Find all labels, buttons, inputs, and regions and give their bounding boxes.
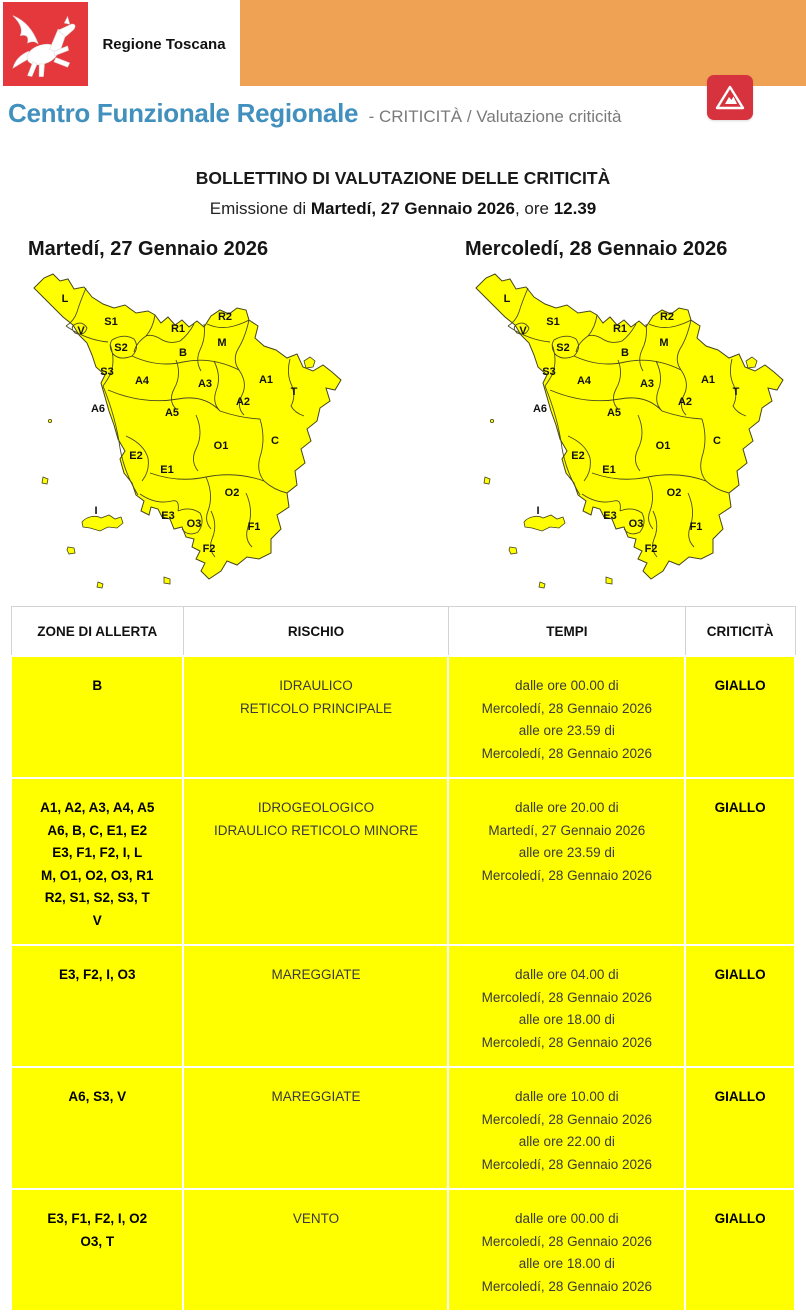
risk-cell-line: IDRAULICO — [279, 678, 353, 693]
zone-cell-line: E3, F2, I, O3 — [58, 967, 136, 982]
criticita-cell: GIALLO — [684, 1066, 796, 1190]
breadcrumb: - CRITICITÀ / Valutazione criticità — [368, 107, 622, 126]
regione-toscana-logo[interactable] — [3, 2, 88, 86]
tempi-cell-line: dalle ore 04.00 di — [515, 967, 619, 982]
emission-line: Emissione di Martedí, 27 Gennaio 2026, o… — [0, 199, 806, 219]
tempi-cell-line: dalle ore 00.00 di — [515, 1211, 619, 1226]
risk-cell: IDRAULICO RETICOLO PRINCIPALE — [182, 655, 450, 779]
column-header: TEMPI — [447, 606, 686, 657]
bulletin-title: BOLLETTINO DI VALUTAZIONE DELLE CRITICIT… — [195, 168, 611, 188]
risk-cell-line: MAREGGIATE — [271, 967, 361, 982]
header-orange-band — [240, 0, 806, 86]
tempi-cell-line: Martedí, 27 Gennaio 2026 — [488, 822, 646, 838]
bulletin-heading: BOLLETTINO DI VALUTAZIONE DELLE CRITICIT… — [0, 168, 806, 219]
tempi-cell-line: alle ore 22.00 di — [518, 1134, 615, 1149]
zone-cell-line: E3, F1, F2, I, L — [52, 845, 143, 860]
table-row: A1, A2, A3, A4, A5 A6, B, C, E1, E2 E3, F1… — [9, 777, 796, 946]
map-title-wednesday: Mercoledí, 28 Gennaio 2026 — [465, 238, 728, 260]
zone-cell: A1, A2, A3, A4, A5 A6, B, C, E1, E2 E3, F1… — [9, 777, 185, 946]
tempi-cell-line: Mercoledí, 28 Gennaio 2026 — [481, 1278, 653, 1294]
alert-table: ZONE DI ALLERTA RISCHIO TEMPI CRITICITÀ B ID… — [9, 606, 796, 1312]
tempi-cell-line: alle ore 18.00 di — [518, 1012, 615, 1027]
risk-cell-line: MAREGGIATE — [271, 1089, 361, 1104]
criticita-cell-line: GIALLO — [714, 1089, 766, 1104]
criticita-cell: GIALLO — [684, 944, 796, 1068]
map-title-tuesday: Martedí, 27 Gennaio 2026 — [28, 238, 269, 260]
zone-cell: A6, S3, V — [9, 1066, 185, 1190]
zone-cell-line: M, O1, O2, O3, R1 — [40, 867, 154, 883]
risk-cell-line: IDROGEOLOGICO — [257, 800, 375, 815]
criticita-cell: GIALLO — [684, 777, 796, 946]
zone-cell-line: E3, F1, F2, I, O2 — [47, 1211, 148, 1226]
tempi-cell: dalle ore 04.00 di Mercoledí, 28 Gennaio … — [447, 944, 687, 1068]
zone-cell-line: A1, A2, A3, A4, A5 — [40, 800, 155, 815]
tempi-cell-line: Mercoledí, 28 Gennaio 2026 — [481, 1034, 653, 1050]
tempi-cell-line: dalle ore 00.00 di — [515, 678, 619, 693]
pegasus-icon — [12, 15, 76, 77]
tempi-cell-line: Mercoledí, 28 Gennaio 2026 — [481, 745, 653, 761]
tempi-cell-line: Mercoledí, 28 Gennaio 2026 — [481, 1156, 653, 1172]
emission-date: Martedí, 27 Gennaio 2026 — [310, 199, 515, 218]
criticita-cell-line: GIALLO — [714, 967, 766, 982]
criticita-cell: GIALLO — [684, 1188, 796, 1312]
site-title-link[interactable]: Centro Funzionale Regionale — [8, 98, 359, 128]
zone-cell-line: R2, S1, S2, S3, T — [44, 890, 150, 905]
risk-cell: MAREGGIATE — [182, 944, 450, 1068]
zone-cell-line: O3, T — [80, 1233, 115, 1249]
risk-cell: MAREGGIATE — [182, 1066, 450, 1190]
table-row: E3, F2, I, O3 MAREGGIATE dalle ore 04.00 d… — [9, 944, 796, 1068]
zone-cell-line: A6, B, C, E1, E2 — [47, 822, 148, 838]
tuscany-alert-map-wednesday — [475, 273, 784, 589]
tempi-cell-line: alle ore 23.59 di — [518, 723, 615, 738]
criticita-cell: GIALLO — [684, 655, 796, 779]
logo-text: Regione Toscana — [88, 2, 240, 86]
risk-cell-line: VENTO — [292, 1211, 340, 1226]
tempi-cell: dalle ore 00.00 di Mercoledí, 28 Gennaio … — [447, 655, 687, 779]
risk-cell: VENTO — [182, 1188, 450, 1312]
tempi-cell-line: Mercoledí, 28 Gennaio 2026 — [481, 700, 653, 716]
table-row: A6, S3, V MAREGGIATE dalle ore 10.00 di Mer… — [9, 1066, 796, 1190]
emission-time: 12.39 — [553, 199, 597, 218]
criticita-cell-line: GIALLO — [714, 1211, 766, 1226]
alert-warning-button[interactable] — [707, 75, 753, 120]
zone-cell: E3, F2, I, O3 — [9, 944, 185, 1068]
warning-triangle-icon — [715, 85, 745, 110]
tempi-cell-line: Mercoledí, 28 Gennaio 2026 — [481, 1111, 653, 1127]
column-header: RISCHIO — [182, 606, 449, 657]
table-row: B IDRAULICO RETICOLO PRINCIPALE dalle ore 0… — [9, 655, 796, 779]
zone-cell-line: A6, S3, V — [68, 1089, 127, 1104]
zone-cell: B — [9, 655, 185, 779]
site-header: Regione Toscana — [0, 0, 806, 120]
risk-cell-line: RETICOLO PRINCIPALE — [239, 700, 392, 716]
column-header: ZONE DI ALLERTA — [10, 606, 184, 657]
alert-table-header-row: ZONE DI ALLERTA RISCHIO TEMPI CRITICITÀ — [10, 606, 796, 657]
title-strip: Centro Funzionale Regionale - CRITICITÀ … — [8, 98, 798, 129]
tempi-cell-line: Mercoledí, 28 Gennaio 2026 — [481, 989, 653, 1005]
zone-cell: E3, F1, F2, I, O2 O3, T — [9, 1188, 185, 1312]
criticita-cell-line: GIALLO — [714, 800, 766, 815]
tempi-cell-line: alle ore 18.00 di — [518, 1256, 615, 1271]
zone-cell-line: V — [92, 912, 102, 928]
risk-cell-line: IDRAULICO RETICOLO MINORE — [213, 822, 418, 838]
emission-separator: , ore — [514, 199, 554, 218]
tempi-cell: dalle ore 10.00 di Mercoledí, 28 Gennaio … — [447, 1066, 687, 1190]
tempi-cell-line: Mercoledí, 28 Gennaio 2026 — [481, 1233, 653, 1249]
criticita-cell-line: GIALLO — [714, 678, 766, 693]
emission-prefix: Emissione di — [209, 199, 311, 218]
tempi-cell-line: alle ore 23.59 di — [518, 845, 615, 860]
tempi-cell-line: dalle ore 10.00 di — [515, 1089, 619, 1104]
tuscany-alert-map-tuesday — [33, 273, 342, 589]
risk-cell: IDROGEOLOGICO IDRAULICO RETICOLO MINORE — [182, 777, 450, 946]
tempi-cell-line: dalle ore 20.00 di — [515, 800, 619, 815]
alert-table-body: B IDRAULICO RETICOLO PRINCIPALE dalle ore 0… — [9, 655, 796, 1312]
tempi-cell: dalle ore 20.00 di Martedí, 27 Gennaio 20… — [447, 777, 687, 946]
zone-cell-line: B — [92, 678, 103, 693]
column-header: CRITICITÀ — [684, 606, 796, 657]
tempi-cell: dalle ore 00.00 di Mercoledí, 28 Gennaio … — [447, 1188, 687, 1312]
tempi-cell-line: Mercoledí, 28 Gennaio 2026 — [481, 867, 653, 883]
table-row: E3, F1, F2, I, O2 O3, T VENTO dalle ore 00.… — [9, 1188, 796, 1312]
